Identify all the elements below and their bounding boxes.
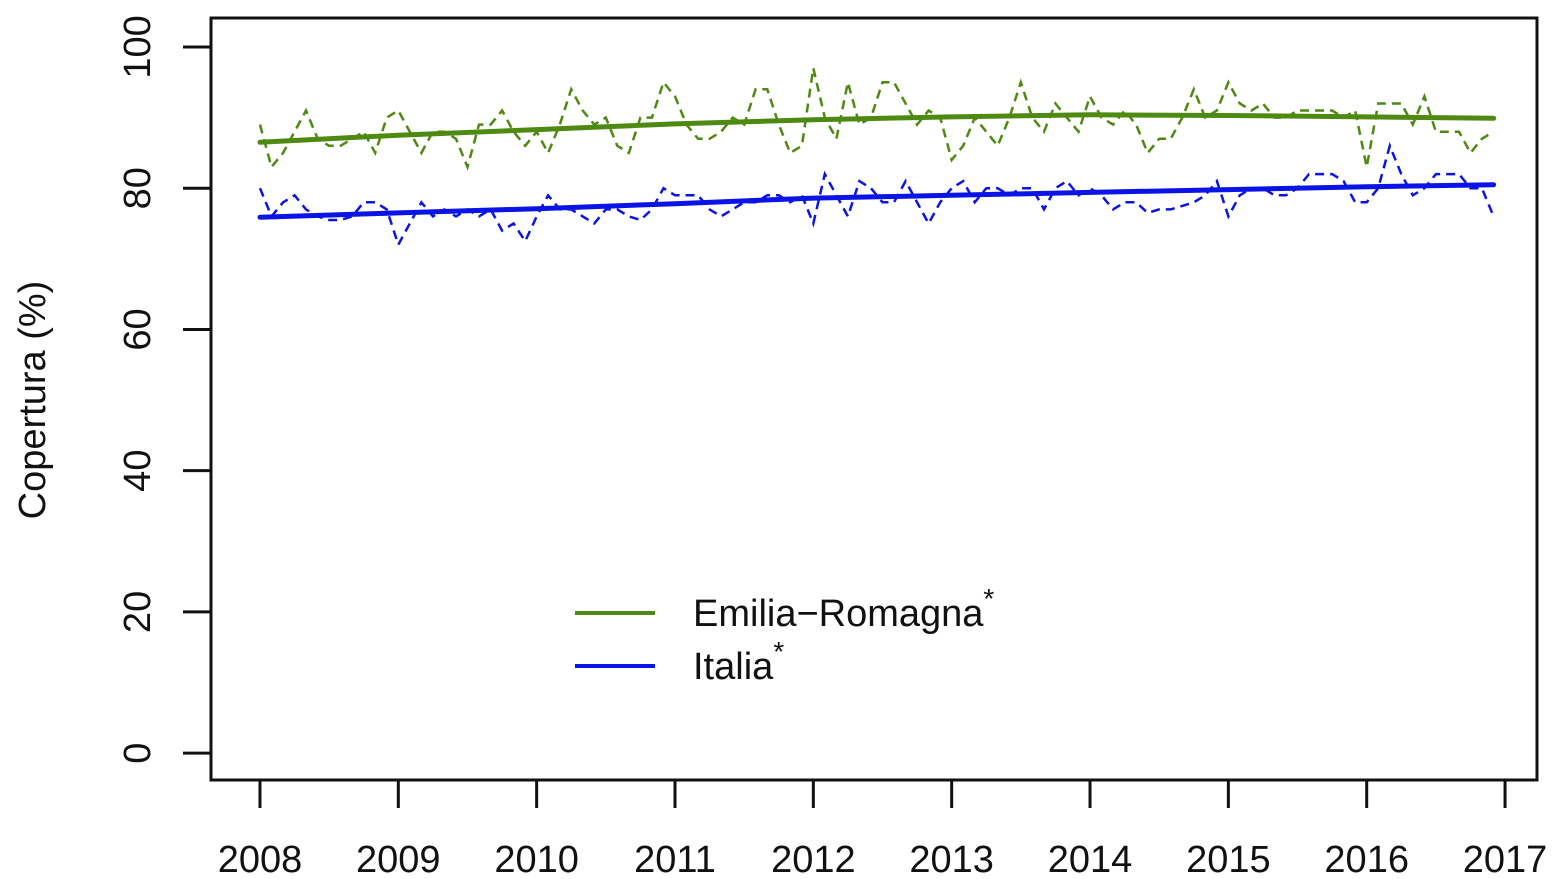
x-tick-label: 2008: [218, 839, 303, 879]
legend-label: Emilia−Romagna*: [693, 583, 994, 635]
legend-name: Emilia−Romagna: [693, 593, 984, 635]
y-tick-label: 60: [117, 308, 159, 350]
trend-line: [257, 112, 1497, 145]
legend-note-mark: *: [983, 583, 994, 614]
y-tick-label: 80: [117, 167, 159, 209]
y-axis-label: Copertura (%): [12, 281, 54, 520]
legend-note-mark: *: [773, 636, 784, 667]
x-tick-label: 2013: [909, 839, 994, 879]
legend-name: Italia: [693, 646, 774, 688]
x-tick-label: 2012: [771, 839, 856, 879]
trend-line: [257, 182, 1497, 220]
plot-frame: [209, 16, 1539, 782]
y-tick-label: 40: [117, 450, 159, 492]
x-tick-label: 2011: [634, 839, 716, 879]
y-tick-label: 0: [117, 743, 159, 764]
x-tick-label: 2014: [1048, 839, 1133, 879]
x-tick-label: 2015: [1186, 839, 1271, 879]
y-tick-label: 100: [117, 15, 159, 78]
x-tick-label: 2009: [356, 839, 441, 879]
x-tick-label: 2017: [1463, 839, 1548, 879]
x-tick-label: 2010: [494, 839, 579, 879]
y-tick-label: 20: [117, 591, 159, 633]
legend-label: Italia*: [693, 636, 784, 688]
x-tick-label: 2016: [1324, 839, 1409, 879]
